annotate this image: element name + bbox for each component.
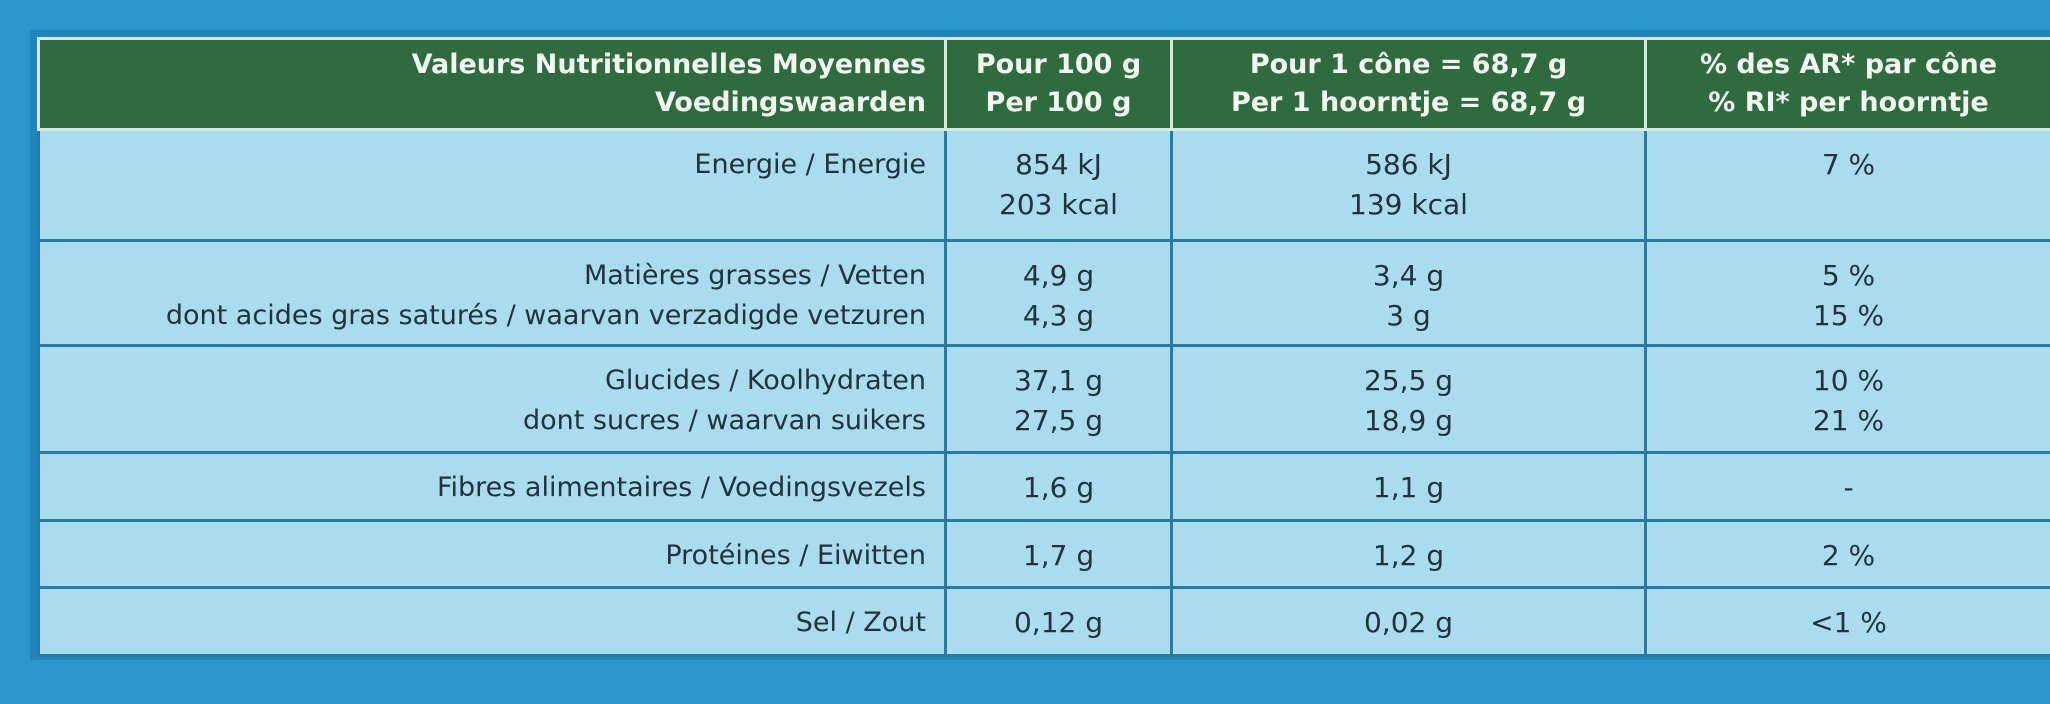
table-cell: 854 kJ 203 kcal (944, 128, 1173, 242)
cell-line: Protéines / Eiwitten (665, 540, 926, 571)
table-cell: <1 % (1644, 586, 2050, 657)
table-cell: 1,2 g (1170, 519, 1647, 589)
cell-line: 1,7 g (1022, 539, 1095, 572)
cell-line: 203 kcal (999, 188, 1118, 221)
table-cell: 1,6 g (944, 451, 1173, 522)
cell-line: 10 % (1812, 364, 1885, 397)
table-cell: 4,9 g 4,3 g (944, 239, 1173, 347)
cell-line: 15 % (1812, 299, 1885, 332)
table-cell: 37,1 g 27,5 g (944, 344, 1173, 454)
header-row: Valeurs Nutritionnelles Moyennes Voedings… (37, 37, 2050, 131)
table-cell: Fibres alimentaires / Voedingsvezels (37, 451, 947, 522)
table-cell: 0,12 g (944, 586, 1173, 657)
cell-line: 3 g (1386, 299, 1431, 332)
table-cell: 586 kJ 139 kcal (1170, 128, 1647, 242)
header-cell: % des AR* par cône % RI* per hoorntje (1644, 37, 2050, 131)
cell-line: 18,9 g (1363, 404, 1454, 437)
table-cell: 3,4 g 3 g (1170, 239, 1647, 347)
header-cell: Pour 1 cône = 68,7 g Per 1 hoorntje = 68,… (1170, 37, 1647, 131)
cell-line: 139 kcal (1349, 188, 1468, 221)
cell-line: Fibres alimentaires / Voedingsvezels (436, 472, 926, 503)
table-cell: Matières grasses / Vetten dont acides gra… (37, 239, 947, 347)
cell-line: 37,1 g (1013, 364, 1104, 397)
cell-line: dont sucres / waarvan suikers (522, 405, 926, 436)
cell-line: <1 % (1810, 606, 1887, 639)
cell-line: Valeurs Nutritionnelles Moyennes (411, 49, 926, 80)
table-cell: - (1644, 451, 2050, 522)
cell-line: 4,3 g (1022, 299, 1095, 332)
cell-line: - (1843, 471, 1854, 504)
table-cell: Glucides / Koolhydraten dont sucres / waa… (37, 344, 947, 454)
cell-line: Energie / Energie (694, 149, 926, 180)
cell-line: 5 % (1821, 259, 1876, 292)
table-cell: 7 % (1644, 128, 2050, 242)
cell-line: Pour 1 cône = 68,7 g (1249, 49, 1568, 80)
table-cell: 5 % 15 % (1644, 239, 2050, 347)
table-cell: 0,02 g (1170, 586, 1647, 657)
cell-line: Per 1 hoorntje = 68,7 g (1230, 87, 1587, 118)
cell-line: 21 % (1812, 404, 1885, 437)
table-cell: 25,5 g 18,9 g (1170, 344, 1647, 454)
cell-line: Voedingswaarden (654, 87, 926, 118)
cell-line: dont acides gras saturés / waarvan verza… (165, 300, 926, 331)
cell-line: 25,5 g (1363, 364, 1454, 397)
table-row: Sel / Zout 0,12 g 0,02 g <1 % (37, 586, 2050, 657)
table-cell: 1,7 g (944, 519, 1173, 589)
nutrition-table: Valeurs Nutritionnelles Moyennes Voedings… (37, 37, 2050, 657)
cell-line: 1,1 g (1372, 471, 1445, 504)
table-cell: 1,1 g (1170, 451, 1647, 522)
cell-line: 4,9 g (1022, 259, 1095, 292)
cell-line: % RI* per hoorntje (1708, 87, 1989, 118)
table-cell: 10 % 21 % (1644, 344, 2050, 454)
cell-line: 1,2 g (1372, 539, 1445, 572)
table-row: Energie / Energie 854 kJ 203 kcal 586 kJ 139… (37, 128, 2050, 242)
cell-line: 0,02 g (1363, 606, 1454, 639)
cell-line: 2 % (1821, 539, 1876, 572)
cell-line: Glucides / Koolhydraten (604, 365, 926, 396)
cell-line: 3,4 g (1372, 259, 1445, 292)
cell-line: 0,12 g (1013, 606, 1104, 639)
table-row: Fibres alimentaires / Voedingsvezels 1,6 … (37, 451, 2050, 522)
table-cell: Sel / Zout (37, 586, 947, 657)
cell-line: Pour 100 g (975, 49, 1142, 80)
table-cell: 2 % (1644, 519, 2050, 589)
header-cell: Valeurs Nutritionnelles Moyennes Voedings… (37, 37, 947, 131)
cell-line: % des AR* par cône (1699, 49, 1998, 80)
cell-line: 1,6 g (1022, 471, 1095, 504)
cell-line: Sel / Zout (795, 607, 926, 638)
header-cell: Pour 100 g Per 100 g (944, 37, 1173, 131)
table-row: Glucides / Koolhydraten dont sucres / waa… (37, 344, 2050, 454)
table-cell: Protéines / Eiwitten (37, 519, 947, 589)
cell-line: 27,5 g (1013, 404, 1104, 437)
cell-line: 854 kJ (1015, 148, 1102, 181)
cell-line: Per 100 g (985, 87, 1132, 118)
table-cell: Energie / Energie (37, 128, 947, 242)
table-row: Protéines / Eiwitten 1,7 g 1,2 g 2 % (37, 519, 2050, 589)
cell-line: 7 % (1821, 148, 1876, 181)
table-row: Matières grasses / Vetten dont acides gra… (37, 239, 2050, 347)
cell-line: 586 kJ (1365, 148, 1452, 181)
cell-line: Matières grasses / Vetten (583, 260, 926, 291)
